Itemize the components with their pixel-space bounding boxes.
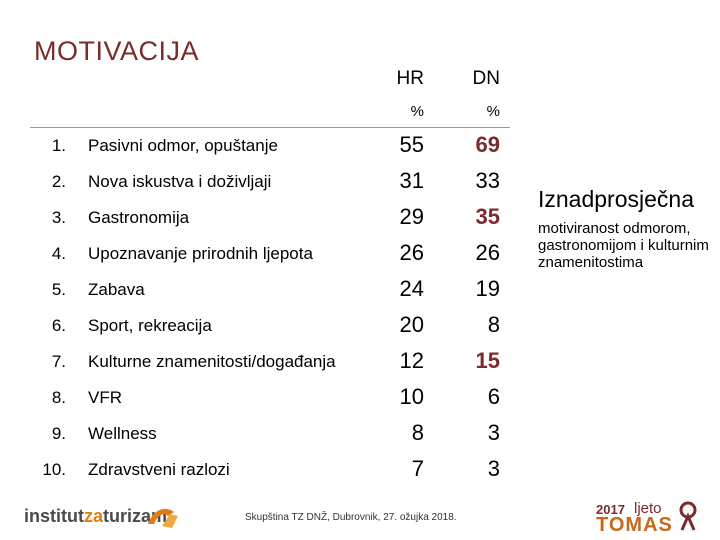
logo-word-za: za (84, 506, 104, 526)
row-number: 7. (51, 352, 66, 371)
header-divider (30, 127, 510, 128)
row-label: Pasivni odmor, opuštanje (88, 136, 278, 155)
sun-figure-icon (679, 501, 697, 531)
row-number: 4. (51, 244, 66, 263)
logo-word-institut: institut (24, 506, 84, 526)
table-row: 8. VFR 10 6 (0, 380, 520, 416)
table-row: 2. Nova iskustva i doživljaji 31 33 (0, 164, 520, 200)
table-row: 3. Gastronomija 29 35 (0, 200, 520, 236)
row-number: 6. (51, 316, 66, 335)
row-hr-value: 55 (399, 132, 424, 157)
logo-mark-icon (148, 508, 178, 528)
column-unit-hr: % (410, 103, 424, 120)
page-title: MOTIVACIJA (34, 36, 200, 66)
column-header-dn: DN (472, 68, 500, 89)
row-hr-value: 26 (399, 240, 424, 265)
row-number: 9. (51, 424, 66, 443)
row-label: Zdravstveni razlozi (88, 460, 230, 479)
row-dn-value: 15 (475, 348, 500, 373)
table-row: 6. Sport, rekreacija 20 8 (0, 308, 520, 344)
row-hr-value: 7 (411, 456, 424, 481)
row-number: 10. (42, 460, 66, 479)
row-number: 2. (51, 172, 66, 191)
side-heading: Iznadprosječna (538, 186, 694, 212)
row-dn-value: 6 (487, 384, 500, 409)
row-hr-value: 10 (399, 384, 424, 409)
logo-word-ljeto: ljeto (634, 500, 662, 517)
row-dn-value: 8 (487, 312, 500, 337)
row-hr-value: 20 (399, 312, 424, 337)
row-dn-value: 69 (475, 132, 500, 157)
row-label: Kulturne znamenitosti/događanja (88, 352, 336, 371)
row-label: Sport, rekreacija (88, 316, 212, 335)
row-label: Zabava (88, 280, 145, 299)
row-dn-value: 26 (475, 240, 500, 265)
row-dn-value: 3 (487, 420, 500, 445)
column-unit-dn: % (486, 103, 500, 120)
row-number: 5. (51, 280, 66, 299)
row-number: 1. (51, 136, 66, 155)
column-header-hr: HR (396, 68, 424, 89)
row-hr-value: 8 (411, 420, 424, 445)
row-hr-value: 24 (399, 276, 424, 301)
side-description: motiviranost odmorom, gastronomijom i ku… (538, 220, 709, 271)
row-number: 3. (51, 208, 66, 227)
logo-word-tomas: TOMAS (596, 514, 673, 536)
row-dn-value: 35 (475, 204, 500, 229)
row-hr-value: 12 (399, 348, 424, 373)
tomas-logo: 2017 ljeto TOMAS (596, 498, 706, 538)
row-hr-value: 31 (399, 168, 424, 193)
row-label: Nova iskustva i doživljaji (88, 172, 272, 191)
row-hr-value: 29 (399, 204, 424, 229)
row-label: Wellness (88, 424, 157, 443)
table-row: 10. Zdravstveni razlozi 7 3 (0, 452, 520, 488)
table-row: 7. Kulturne znamenitosti/događanja 12 15 (0, 344, 520, 380)
row-dn-value: 33 (475, 168, 500, 193)
table-row: 1. Pasivni odmor, opuštanje 55 69 (0, 128, 520, 164)
table-row: 4. Upoznavanje prirodnih ljepota 26 26 (0, 236, 520, 272)
row-number: 8. (51, 388, 66, 407)
row-dn-value: 19 (475, 276, 500, 301)
logo-year: 2017 (596, 502, 625, 517)
table-row: 5. Zabava 24 19 (0, 272, 520, 308)
row-dn-value: 3 (487, 456, 500, 481)
row-label: VFR (88, 388, 122, 407)
table-row: 9. Wellness 8 3 (0, 416, 520, 452)
row-label: Gastronomija (88, 208, 190, 227)
row-label: Upoznavanje prirodnih ljepota (88, 244, 313, 263)
footer-text: Skupština TZ DNŽ, Dubrovnik, 27. ožujka … (245, 512, 457, 523)
